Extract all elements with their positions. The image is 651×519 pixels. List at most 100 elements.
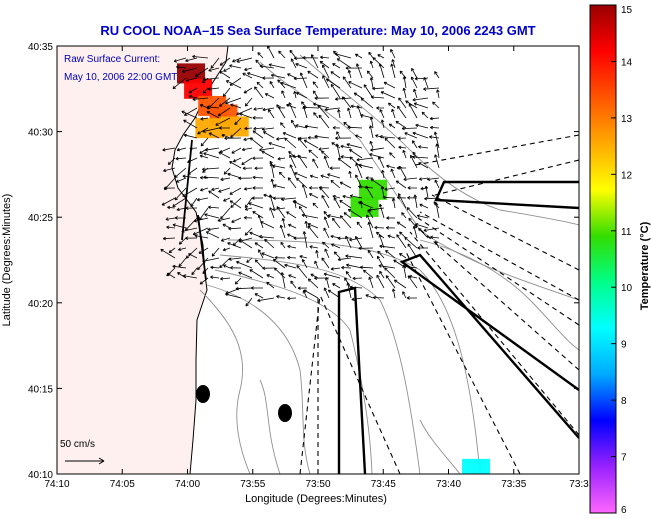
- current-vector: [293, 90, 297, 99]
- current-vector: [434, 154, 440, 169]
- current-vector: [293, 76, 308, 81]
- current-vector: [350, 104, 363, 109]
- current-vector: [413, 88, 418, 99]
- current-vector: [332, 63, 341, 69]
- current-vector: [407, 186, 418, 190]
- current-vector: [176, 207, 187, 212]
- current-vector: [239, 112, 253, 119]
- current-vector: [312, 158, 319, 169]
- current-vector: [172, 223, 187, 229]
- current-vector: [355, 235, 363, 249]
- current-vector: [416, 214, 429, 219]
- current-vector: [229, 77, 242, 86]
- current-vector: [252, 211, 264, 219]
- y-tick-label: 40:25: [28, 213, 53, 224]
- current-vector: [202, 87, 209, 94]
- current-vector: [221, 134, 231, 139]
- current-vector: [287, 255, 297, 260]
- current-vector: [250, 286, 263, 290]
- current-vector: [252, 116, 264, 120]
- current-vector: [178, 247, 187, 251]
- current-vector: [230, 103, 242, 109]
- current-vector: [166, 225, 176, 230]
- current-vector: [261, 150, 275, 159]
- current-vector: [181, 110, 198, 119]
- current-vector: [307, 223, 319, 229]
- current-vector: [307, 278, 319, 289]
- current-vector: [290, 280, 297, 289]
- current-vector: [280, 197, 297, 202]
- current-vector: [287, 296, 297, 301]
- current-vector: [323, 272, 341, 279]
- current-vector: [411, 67, 418, 79]
- current-vector: [398, 97, 407, 109]
- current-vector: [188, 94, 198, 99]
- sst-patch: [220, 116, 249, 137]
- current-vector: [292, 200, 308, 209]
- current-vector: [369, 77, 374, 89]
- current-vector: [243, 87, 253, 94]
- current-vector: [287, 223, 297, 229]
- colorbar-tick-label: 10: [621, 283, 633, 294]
- colorbar-tick-label: 8: [621, 396, 627, 407]
- y-tick-label: 40:20: [28, 299, 53, 310]
- current-vector: [252, 186, 264, 190]
- current-vector: [423, 77, 429, 89]
- current-vector: [188, 253, 198, 259]
- current-vector: [210, 275, 220, 280]
- current-vector: [218, 151, 231, 159]
- current-vector: [382, 195, 396, 200]
- current-vector: [192, 97, 209, 102]
- plot-area: [57, 46, 579, 474]
- current-vector: [175, 156, 187, 161]
- current-vector: [205, 231, 220, 239]
- current-vector: [215, 117, 231, 126]
- current-vector: [295, 92, 308, 99]
- current-vector: [308, 149, 319, 159]
- bathymetry-contour: [206, 284, 311, 474]
- current-vector: [324, 248, 330, 259]
- bathymetry-contour: [227, 239, 481, 474]
- current-vector: [273, 267, 286, 279]
- current-vector: [172, 77, 187, 90]
- current-vector: [327, 289, 341, 299]
- current-vector: [207, 87, 220, 91]
- current-vector: [365, 176, 373, 180]
- current-vector: [312, 81, 319, 89]
- current-vector: [165, 217, 176, 221]
- current-vector: [244, 126, 253, 131]
- current-vector: [287, 177, 297, 189]
- current-vector: [176, 147, 187, 152]
- current-vector: [187, 167, 198, 175]
- current-vector: [259, 64, 275, 69]
- current-vector: [224, 136, 242, 141]
- current-vector: [200, 137, 209, 147]
- current-vector: [423, 227, 440, 232]
- current-vector: [354, 53, 363, 59]
- current-vector: [297, 154, 308, 169]
- current-vector: [375, 134, 385, 139]
- current-vector: [303, 139, 319, 149]
- current-vector: [222, 264, 231, 269]
- current-vector: [253, 126, 264, 131]
- current-vector: [385, 226, 396, 230]
- dashed-transect: [414, 224, 579, 371]
- current-vector: [208, 132, 220, 139]
- current-vector: [330, 243, 341, 249]
- current-vector: [301, 101, 308, 109]
- bathymetry-contour: [259, 379, 281, 474]
- current-vector: [346, 263, 363, 269]
- current-vector: [253, 107, 264, 111]
- current-vector: [401, 126, 418, 131]
- current-vector: [293, 236, 308, 240]
- current-vector: [384, 137, 396, 149]
- current-vector: [206, 105, 220, 109]
- x-tick-label: 73:3: [569, 479, 589, 490]
- current-vector: [210, 265, 220, 270]
- current-vector: [182, 174, 198, 179]
- current-vector: [331, 142, 341, 149]
- current-vector: [230, 127, 242, 138]
- current-vector: [302, 105, 319, 110]
- current-vector: [223, 167, 231, 175]
- current-vector: [318, 147, 330, 151]
